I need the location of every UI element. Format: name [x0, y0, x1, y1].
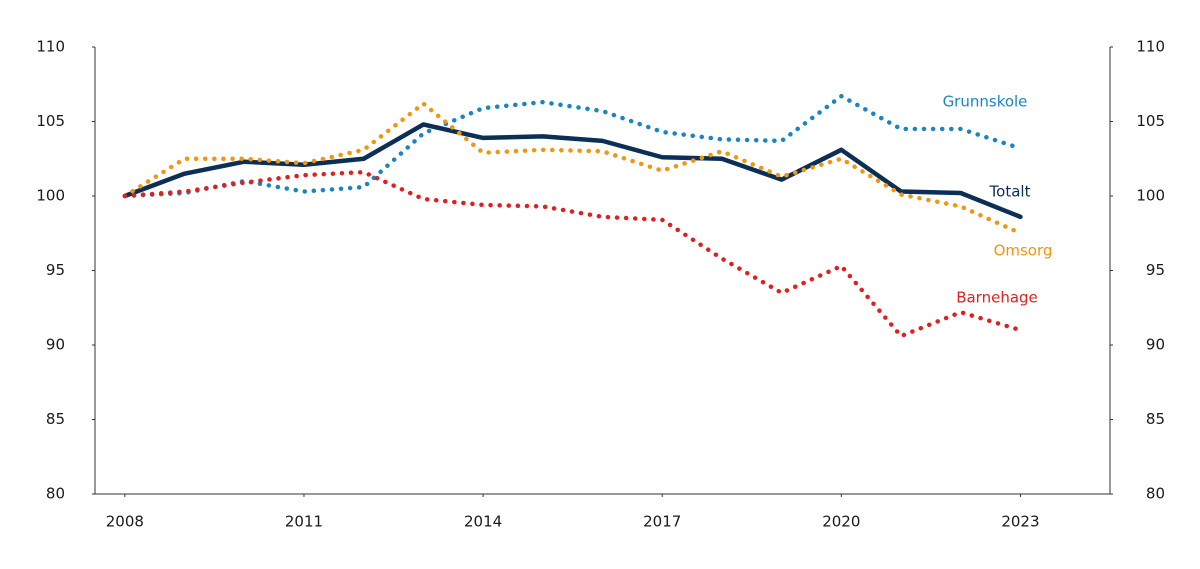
y2-tick-label: 105 — [1136, 112, 1165, 130]
y-tick-label: 80 — [46, 485, 65, 503]
y-tick-label: 110 — [36, 38, 65, 56]
series-line — [122, 169, 1023, 339]
y2-tick-label: 95 — [1146, 261, 1165, 279]
y2-tick-label: 85 — [1146, 410, 1165, 428]
series-line — [122, 101, 1023, 236]
x-tick-label: 2017 — [643, 513, 681, 531]
y2-tick-label: 90 — [1146, 336, 1165, 354]
x-tick-label: 2011 — [285, 513, 323, 531]
series-label: Grunnskole — [943, 93, 1028, 111]
y2-tick-label: 110 — [1136, 38, 1165, 56]
y-tick-label: 95 — [46, 261, 65, 279]
series-line — [122, 122, 1023, 220]
series-label: Omsorg — [994, 242, 1053, 260]
x-tick-label: 2020 — [822, 513, 860, 531]
y-tick-label: 105 — [36, 112, 65, 130]
x-tick-label: 2023 — [1001, 513, 1039, 531]
series-label: Totalt — [989, 183, 1031, 201]
y-tick-label: 85 — [46, 410, 65, 428]
x-tick-label: 2008 — [106, 513, 144, 531]
series-label: Barnehage — [956, 289, 1038, 307]
x-tick-label: 2014 — [464, 513, 502, 531]
y-tick-label: 100 — [36, 187, 65, 205]
y2-tick-label: 80 — [1146, 485, 1165, 503]
y2-tick-label: 100 — [1136, 187, 1165, 205]
y-tick-label: 90 — [46, 336, 65, 354]
